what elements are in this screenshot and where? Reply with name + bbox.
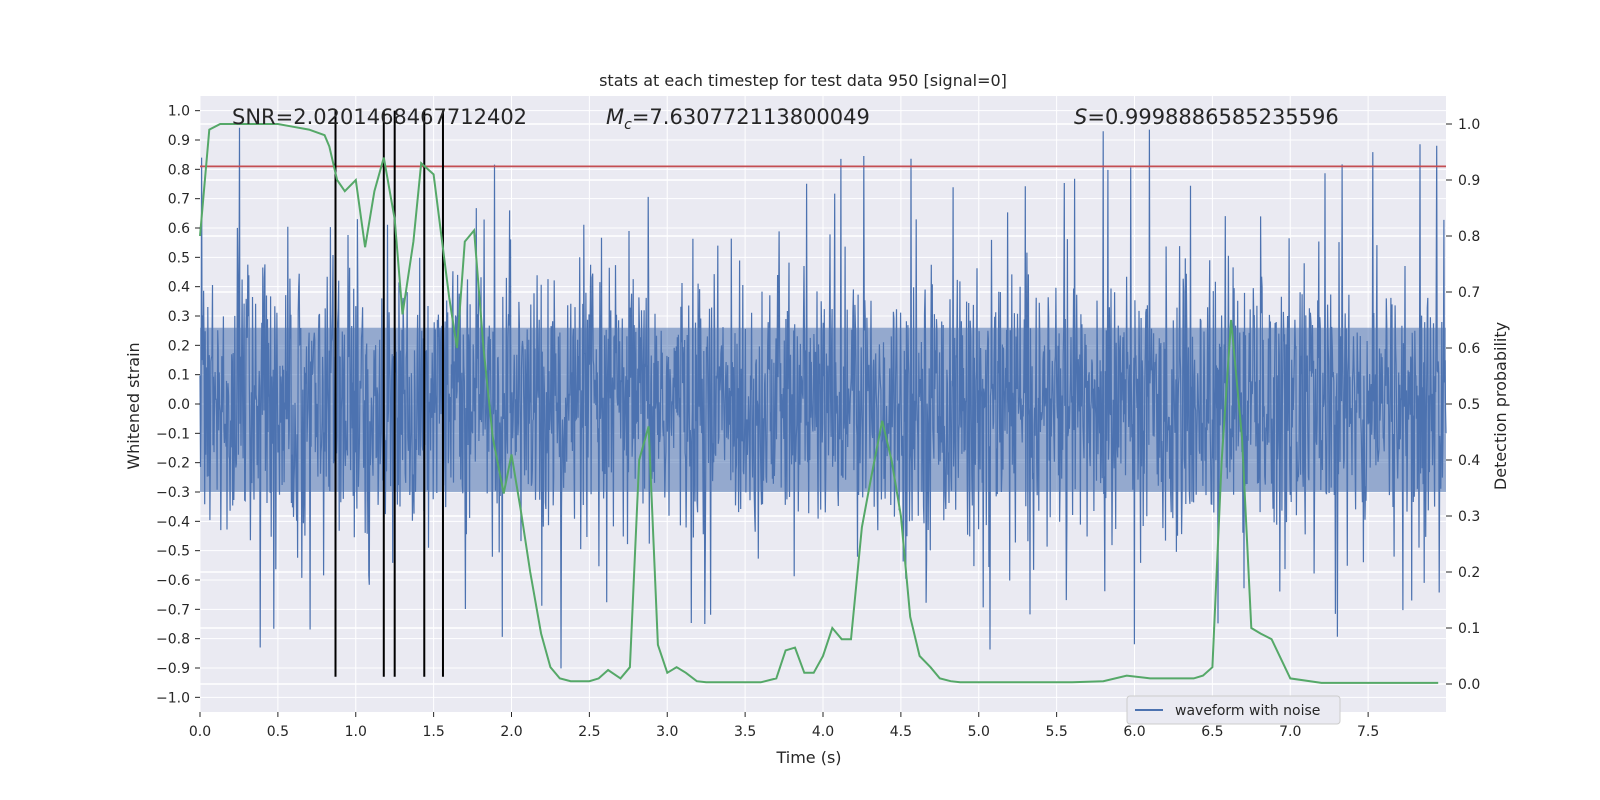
chirp-mass-symbol: M [606,105,624,129]
x-tick-label: 0.0 [189,724,211,740]
y-left-tick-label: 0.5 [168,250,190,266]
x-tick-label: 5.5 [1045,724,1067,740]
x-tick-label: 0.5 [267,724,289,740]
series-waveform-with-noise [199,127,1447,669]
y-left-tick-label: −0.4 [156,514,190,530]
score-value: =0.9998886585235596 [1087,105,1338,129]
y-left-tick-label: −0.8 [156,632,190,648]
y-left-tick-label: −0.9 [156,661,190,677]
x-axis-ticks: 0.0 0.5 1.0 1.5 2.0 2.5 3.0 3.5 4.0 4.5 5.0 5.5 6.0 6… [189,712,1379,740]
x-tick-label: 1.5 [422,724,444,740]
y-left-tick-label: −0.6 [156,573,190,589]
y-left-tick-label: 0.9 [168,133,190,149]
y-right-tick-label: 0.6 [1458,341,1480,357]
legend-label-waveform: waveform with noise [1175,703,1320,719]
chirp-mass-annotation: Mc=7.630772113800049 [606,105,870,133]
y-right-tick-label: 0.1 [1458,621,1480,637]
y-left-tick-label: 0.3 [168,309,190,325]
x-tick-label: 2.0 [500,724,522,740]
y-right-tick-label: 0.7 [1458,285,1480,301]
x-tick-label: 3.5 [734,724,756,740]
y-left-tick-label: −0.5 [156,544,190,560]
x-tick-label: 5.0 [968,724,990,740]
score-symbol: S [1074,105,1087,129]
x-tick-label: 4.0 [812,724,834,740]
y-left-tick-label: 0.2 [168,338,190,354]
chirp-mass-value: =7.630772113800049 [632,105,870,129]
x-tick-label: 2.5 [578,724,600,740]
y-right-tick-label: 1.0 [1458,117,1480,133]
vertical-markers [334,110,444,677]
x-tick-label: 1.0 [345,724,367,740]
y-left-tick-label: −0.2 [156,456,190,472]
y-right-tick-label: 0.0 [1458,677,1480,693]
y-left-tick-label: −0.3 [156,485,190,501]
x-tick-label: 3.0 [656,724,678,740]
y-right-tick-label: 0.5 [1458,397,1480,413]
chart-title: stats at each timestep for test data 950… [599,71,1007,90]
y-left-tick-label: 0.4 [168,280,190,296]
y-axis-left-label: Whitened strain [124,342,143,469]
y-left-tick-label: −0.7 [156,602,190,618]
legend: waveform with noise [1126,695,1341,725]
x-axis-label: Time (s) [775,748,841,767]
y-right-tick-label: 0.3 [1458,509,1480,525]
y-left-tick-label: 0.7 [168,192,190,208]
x-tick-label: 6.0 [1123,724,1145,740]
snr-annotation: SNR=2.0201468467712402 [232,105,527,129]
y-axis-right-ticks: 1.0 0.9 0.8 0.7 0.6 0.5 0.4 0.3 0.2 0.1 0.0 [1446,117,1480,693]
legend-box [1126,695,1341,725]
series-detection-probability [199,123,1439,684]
y-right-tick-label: 0.9 [1458,173,1480,189]
waveform-dense-band [200,327,1446,492]
chirp-mass-subscript: c [624,117,632,133]
y-right-tick-label: 0.4 [1458,453,1480,469]
y-left-tick-label: 1.0 [168,104,190,120]
y-left-tick-label: 0.1 [168,368,190,384]
y-left-tick-label: 0.8 [168,162,190,178]
y-left-tick-label: 0.0 [168,397,190,413]
y-left-tick-label: −0.1 [156,426,190,442]
x-tick-label: 4.5 [890,724,912,740]
y-left-tick-label: −1.0 [156,690,190,706]
x-tick-label: 6.5 [1201,724,1223,740]
x-tick-label: 7.5 [1357,724,1379,740]
y-left-tick-label: 0.6 [168,221,190,237]
y-axis-left-ticks: 1.0 0.9 0.8 0.7 0.6 0.5 0.4 0.3 0.2 0.1 0.0 −0.1 −0.… [156,104,200,706]
x-tick-label: 7.0 [1279,724,1301,740]
y-right-tick-label: 0.8 [1458,229,1480,245]
score-annotation: S=0.9998886585235596 [1074,105,1339,129]
y-axis-right-label: Detection probability [1491,322,1510,490]
y-right-tick-label: 0.2 [1458,565,1480,581]
